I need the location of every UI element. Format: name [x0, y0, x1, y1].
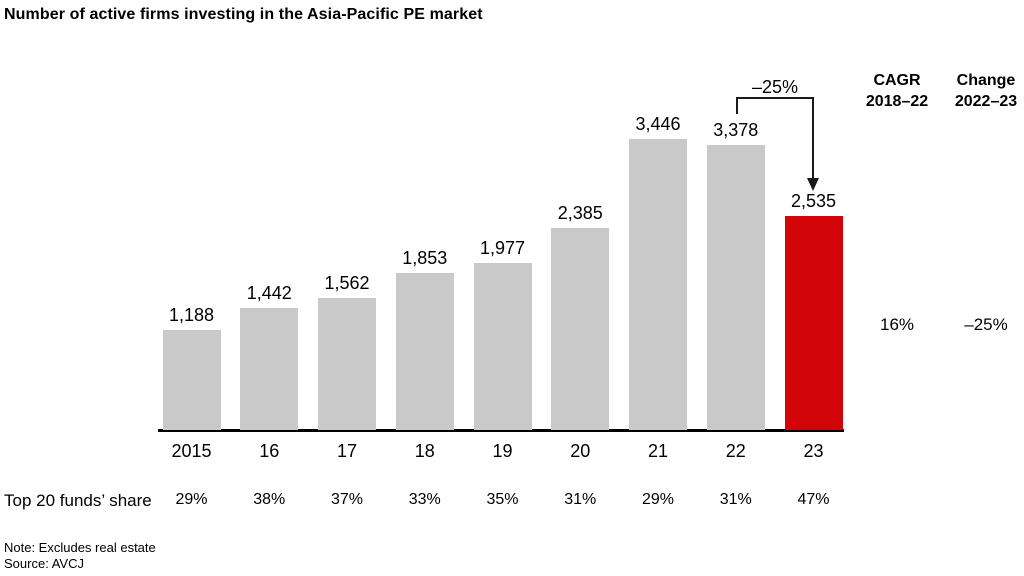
- stat-value-cagr: 16%: [879, 315, 915, 334]
- bar-value-label-17: 1,562: [324, 272, 370, 293]
- x-axis-tick-label-20: 20: [570, 441, 591, 461]
- stat-header-change-line1: Change: [956, 72, 1016, 89]
- bar-value-label-16: 1,442: [246, 282, 292, 303]
- x-axis-tick-label-18: 18: [414, 441, 435, 461]
- bar-value-label-23: 2,535: [790, 190, 837, 211]
- bar-23: [784, 215, 843, 430]
- stat-header-change-line2: 2022–23: [954, 93, 1018, 110]
- footnote-note: Note: Excludes real estate: [4, 540, 156, 555]
- share-value-16: 38%: [253, 491, 286, 508]
- x-axis-tick-label-22: 22: [725, 441, 746, 461]
- stat-header-cagr: CAGR 2018–22: [852, 70, 942, 112]
- share-value-21: 29%: [641, 491, 675, 508]
- bar-20: [551, 227, 610, 430]
- share-value-18: 33%: [408, 491, 441, 508]
- x-axis-tick-label-2015: 2015: [171, 441, 212, 461]
- bar-21: [629, 138, 687, 430]
- x-axis-tick-label-19: 19: [492, 441, 513, 461]
- footnote-source: Source: AVCJ: [4, 555, 84, 571]
- bar-value-label-22: 3,378: [713, 119, 759, 140]
- annotation-bracket-horizontal-line: [736, 97, 814, 99]
- x-axis-tick-label-21: 21: [647, 441, 669, 461]
- share-value-22: 31%: [719, 491, 752, 508]
- bar-value-label-19: 1,977: [479, 237, 526, 258]
- bar-18: [395, 272, 454, 430]
- bar-value-label-2015: 1,188: [168, 304, 215, 325]
- x-axis-tick-label-16: 16: [259, 441, 280, 461]
- annotation-bracket-left-tick: [736, 97, 738, 114]
- bar-19: [473, 262, 532, 430]
- stat-header-cagr-line2: 2018–22: [865, 93, 929, 110]
- chart-title: Number of active firms investing in the …: [4, 6, 483, 23]
- share-row-label: Top 20 funds’ share: [4, 491, 152, 510]
- bar-value-label-18: 1,853: [402, 247, 448, 268]
- bar-16: [240, 307, 299, 430]
- x-axis-tick-label-17: 17: [336, 441, 358, 461]
- footnotes: Note: Excludes real estate Source: AVCJ: [4, 540, 156, 571]
- bar-value-label-21: 3,446: [635, 113, 681, 134]
- stat-header-change: Change 2022–23: [941, 70, 1024, 112]
- annotation-arrowhead-down-icon: [807, 178, 819, 191]
- bar-17: [318, 297, 376, 430]
- x-axis-line: [158, 429, 844, 432]
- bar-value-label-20: 2,385: [557, 202, 603, 223]
- share-value-17: 37%: [330, 491, 364, 508]
- bar-2015: [162, 329, 221, 430]
- x-axis-tick-label-23: 23: [803, 441, 824, 461]
- share-value-19: 35%: [486, 491, 519, 508]
- annotation-arrow-shaft: [812, 97, 814, 179]
- share-value-23: 47%: [797, 491, 830, 508]
- stat-header-cagr-line1: CAGR: [873, 72, 921, 89]
- bar-22: [706, 144, 765, 430]
- share-value-2015: 29%: [175, 491, 208, 508]
- annotation-change-label: –25%: [751, 77, 799, 97]
- stat-value-change: –25%: [964, 315, 1008, 334]
- share-value-20: 31%: [564, 491, 597, 508]
